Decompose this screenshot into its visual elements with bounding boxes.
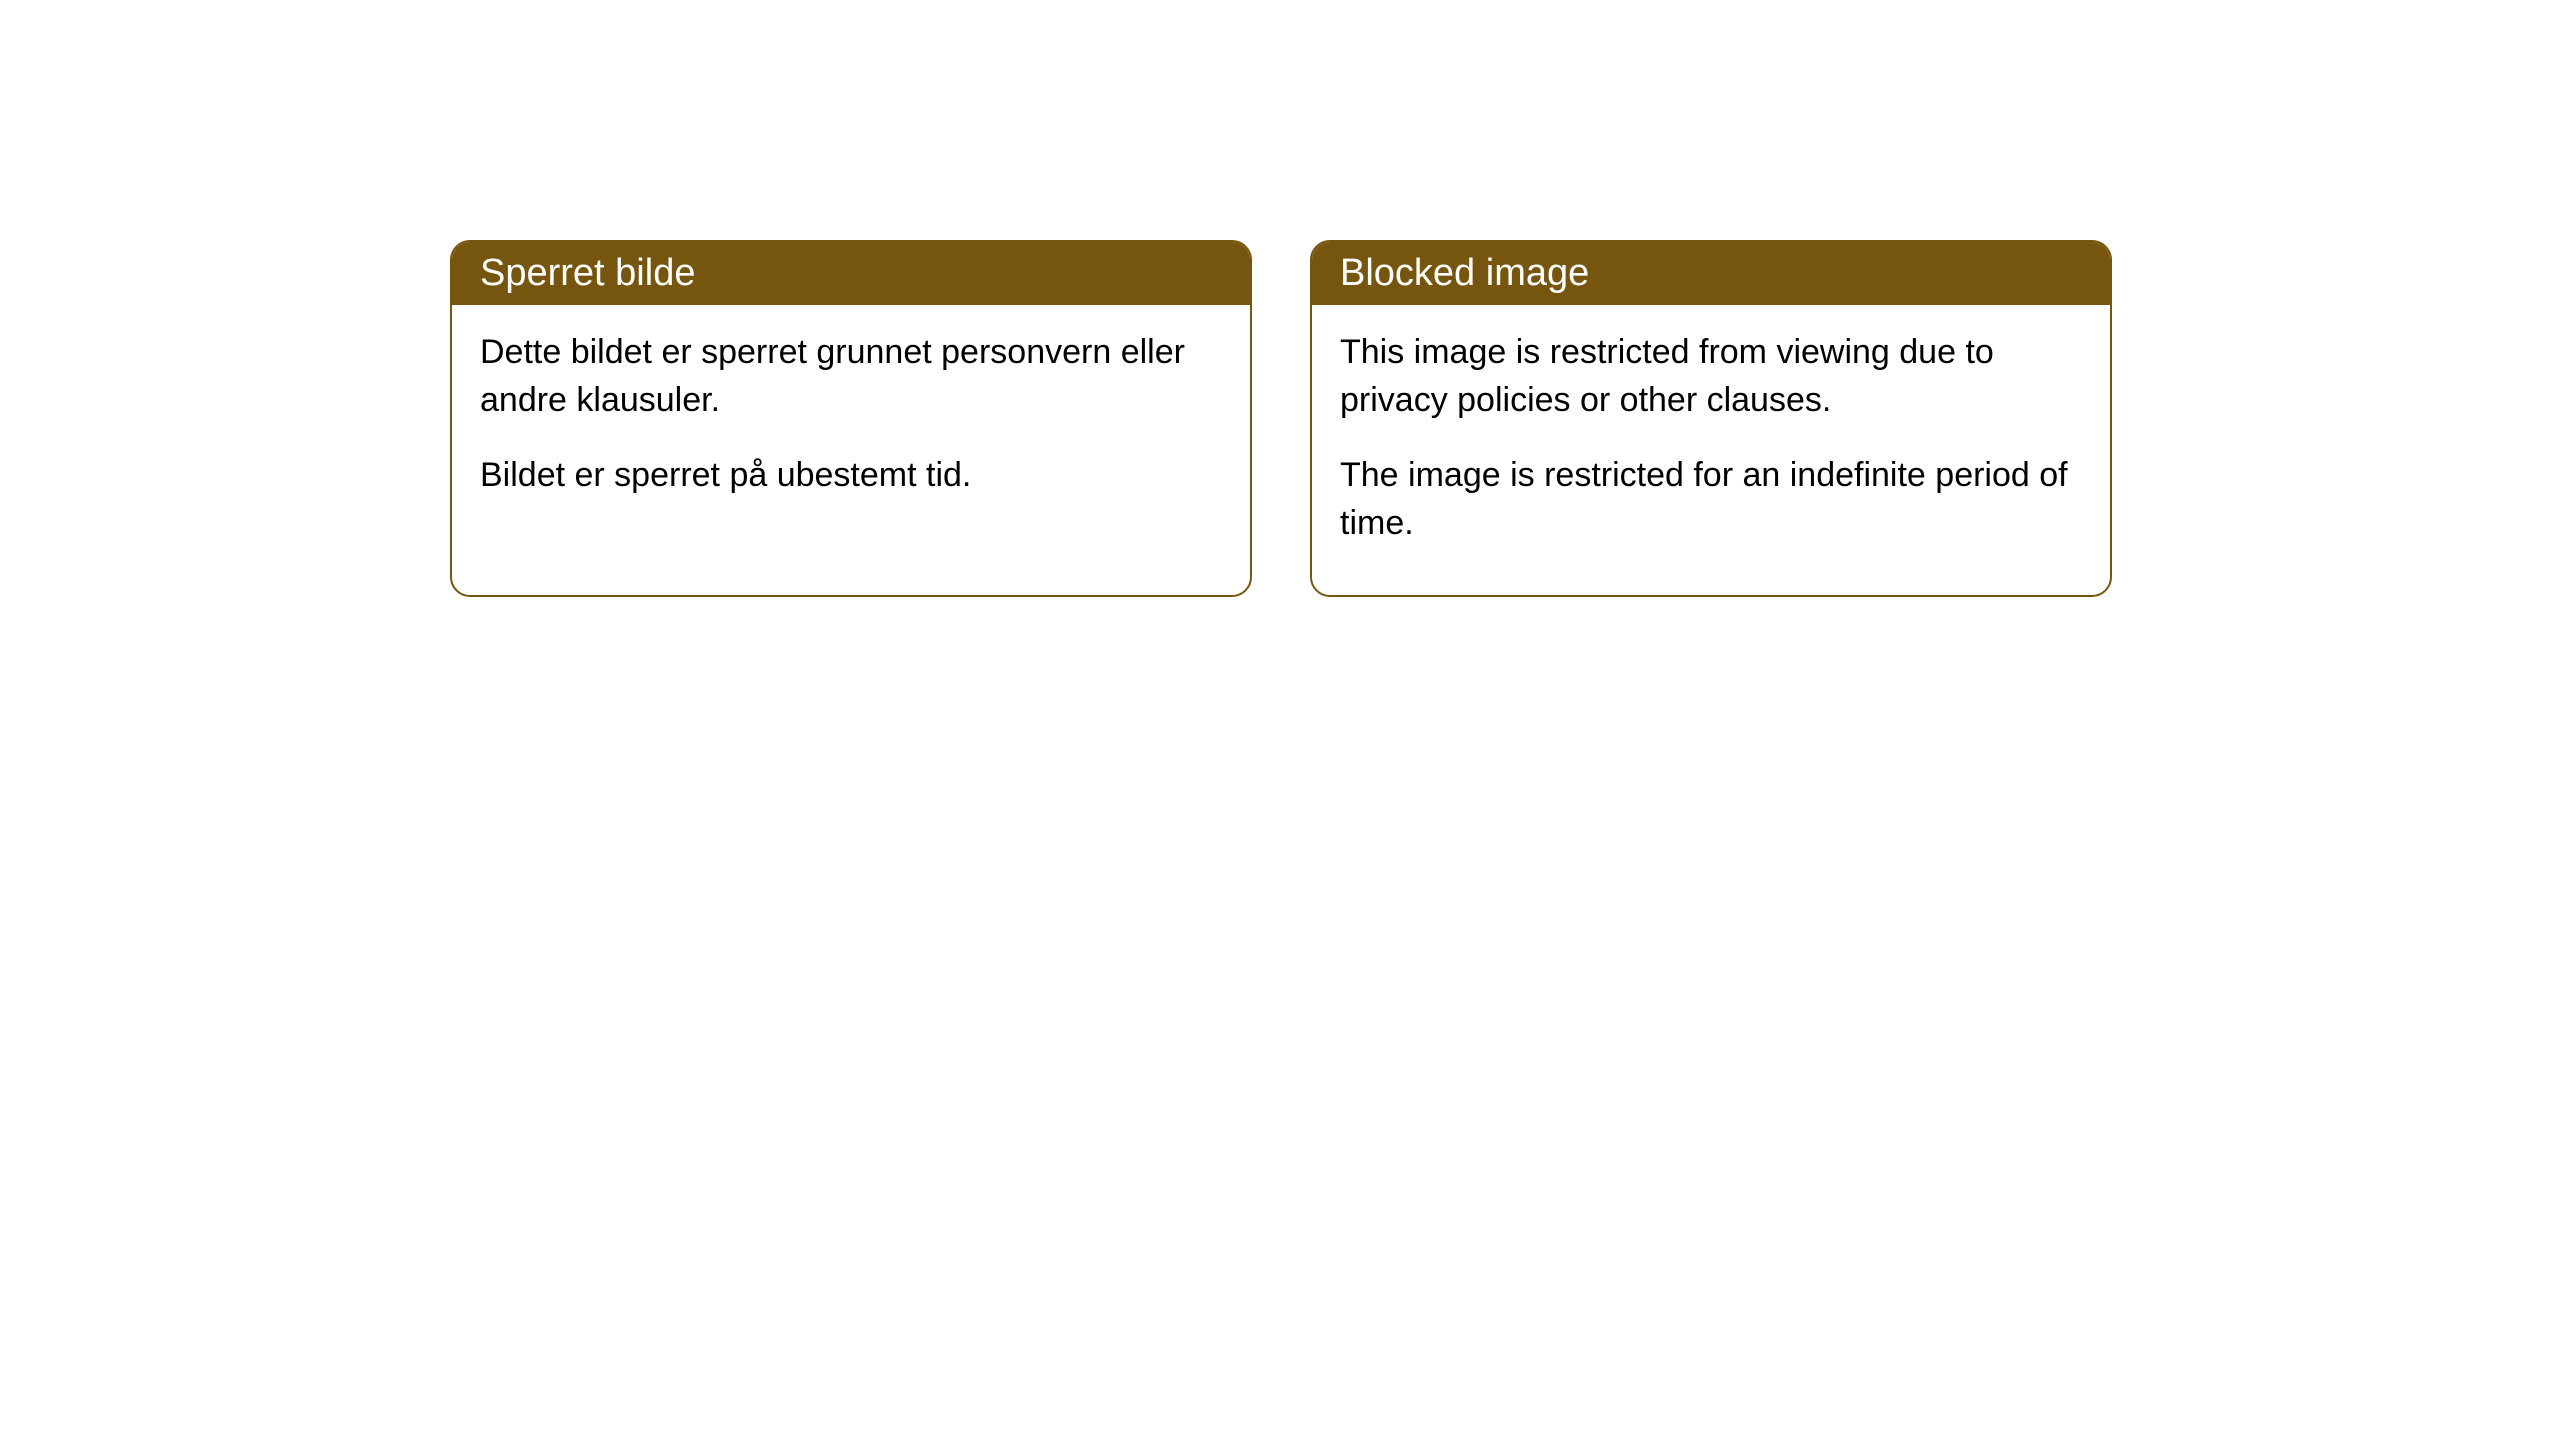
card-body: This image is restricted from viewing du… — [1312, 305, 2110, 595]
blocked-image-card-no: Sperret bilde Dette bildet er sperret gr… — [450, 240, 1252, 597]
card-paragraph-1: Dette bildet er sperret grunnet personve… — [480, 329, 1222, 424]
card-paragraph-2: The image is restricted for an indefinit… — [1340, 452, 2082, 547]
card-paragraph-1: This image is restricted from viewing du… — [1340, 329, 2082, 424]
card-title: Sperret bilde — [480, 252, 695, 294]
card-body: Dette bildet er sperret grunnet personve… — [452, 305, 1250, 548]
card-paragraph-2: Bildet er sperret på ubestemt tid. — [480, 452, 1222, 500]
blocked-image-card-en: Blocked image This image is restricted f… — [1310, 240, 2112, 597]
card-header: Blocked image — [1312, 242, 2110, 305]
card-header: Sperret bilde — [452, 242, 1250, 305]
card-title: Blocked image — [1340, 252, 1589, 294]
notice-cards-container: Sperret bilde Dette bildet er sperret gr… — [0, 0, 2560, 597]
